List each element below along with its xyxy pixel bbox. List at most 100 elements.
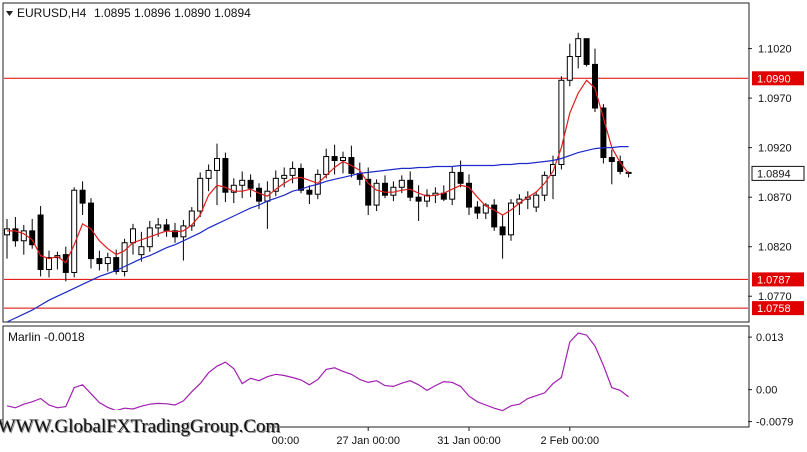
candle [289, 161, 296, 184]
candle-body [79, 189, 86, 204]
price-level-tag [752, 272, 804, 287]
candle [104, 252, 111, 272]
candle-body [272, 177, 279, 192]
candle-body [331, 156, 338, 162]
candle [491, 199, 498, 231]
x-tick-label: 31 Jan 00:00 [437, 435, 501, 447]
candle [575, 32, 582, 69]
oscillator [6, 332, 629, 412]
candle-body [424, 194, 430, 202]
current-price-label: 1.0894 [757, 168, 791, 180]
candle-body [600, 107, 607, 159]
candle-body [499, 226, 506, 236]
candle [272, 170, 279, 197]
candle-body [583, 38, 590, 65]
candle [62, 246, 69, 282]
candle-body [608, 157, 615, 163]
candle-body [256, 187, 262, 202]
candle-body [449, 171, 456, 200]
candle-body [398, 179, 405, 188]
candle [138, 231, 145, 262]
candle-body [37, 214, 44, 270]
candle [96, 250, 103, 271]
candle [474, 201, 481, 219]
candle-body [415, 196, 422, 202]
candle-body [239, 179, 246, 186]
oscillator-line [6, 332, 629, 412]
candle [197, 172, 204, 217]
candle [449, 166, 456, 206]
candle [365, 167, 372, 216]
y-tick-label: 1.1020 [758, 44, 792, 56]
price-panel [2, 2, 750, 323]
x-tick-label: 27 Jan 00:00 [336, 435, 400, 447]
candle-body [306, 189, 313, 195]
candle [583, 38, 590, 67]
candle [205, 164, 212, 192]
y-tick-label: 1.0770 [758, 291, 792, 303]
candle [12, 216, 19, 247]
candle-body [281, 174, 288, 179]
watermark-logo: WWW.GlobalFXTradingGroup.Com [0, 410, 280, 444]
candle [499, 215, 506, 259]
candle [340, 151, 346, 174]
candle-body [323, 156, 330, 175]
candle [373, 179, 380, 212]
candle [533, 191, 540, 213]
candle-body [138, 246, 145, 256]
candle-body [230, 184, 237, 193]
horizontal-levels: 1.0990 1.0787 1.0758 1.0894 [4, 71, 805, 316]
candle-body [373, 182, 380, 206]
candle [4, 218, 10, 259]
triangle-down-icon[interactable] [6, 11, 13, 16]
candle [508, 199, 514, 241]
indicator-y-tick-label: -0.0079 [756, 417, 793, 429]
candle-body [197, 177, 204, 212]
candle-body [566, 56, 573, 81]
candle [222, 152, 229, 203]
candle-body [289, 167, 296, 176]
candle [600, 104, 607, 164]
candle-body [365, 178, 372, 206]
indicator-y-tick-label: 0.00 [756, 385, 777, 397]
candle-body [104, 257, 111, 265]
price-level-label: 1.0990 [757, 73, 791, 85]
candle-body [466, 182, 472, 208]
candle-body [20, 230, 27, 242]
x-tick-label: 2 Feb 00:00 [540, 435, 599, 447]
candle-body [172, 230, 178, 238]
candle-body [163, 224, 170, 232]
candle [331, 144, 338, 175]
candle-body [340, 157, 346, 162]
candle-body [533, 194, 540, 208]
candle [46, 250, 52, 278]
candle [188, 207, 195, 231]
y-tick-label: 1.0870 [758, 192, 792, 204]
candle-body [46, 257, 52, 270]
candle [79, 181, 86, 216]
candle-body [71, 189, 78, 273]
y-tick-label: 1.0820 [758, 242, 792, 254]
candle [172, 222, 178, 243]
candle [566, 43, 573, 87]
candle-body [382, 182, 388, 196]
candle [415, 185, 422, 221]
candle-body [121, 242, 128, 272]
candle-body [4, 228, 10, 236]
candle [306, 185, 313, 205]
candle-body [474, 206, 481, 214]
indicator-y-tick-label: 0.013 [756, 332, 784, 344]
candle [247, 174, 254, 198]
candle-body [155, 224, 162, 229]
candle-body [12, 228, 19, 242]
candle [214, 143, 220, 206]
candle-body [558, 79, 565, 165]
ohlc-readout: 1.0895 1.0896 1.0890 1.0894 [94, 6, 251, 20]
candle-body [482, 204, 489, 214]
moving-averages [6, 79, 630, 323]
candle-body [113, 257, 120, 272]
candle-body [205, 169, 212, 179]
slow-ma-line [6, 146, 629, 323]
